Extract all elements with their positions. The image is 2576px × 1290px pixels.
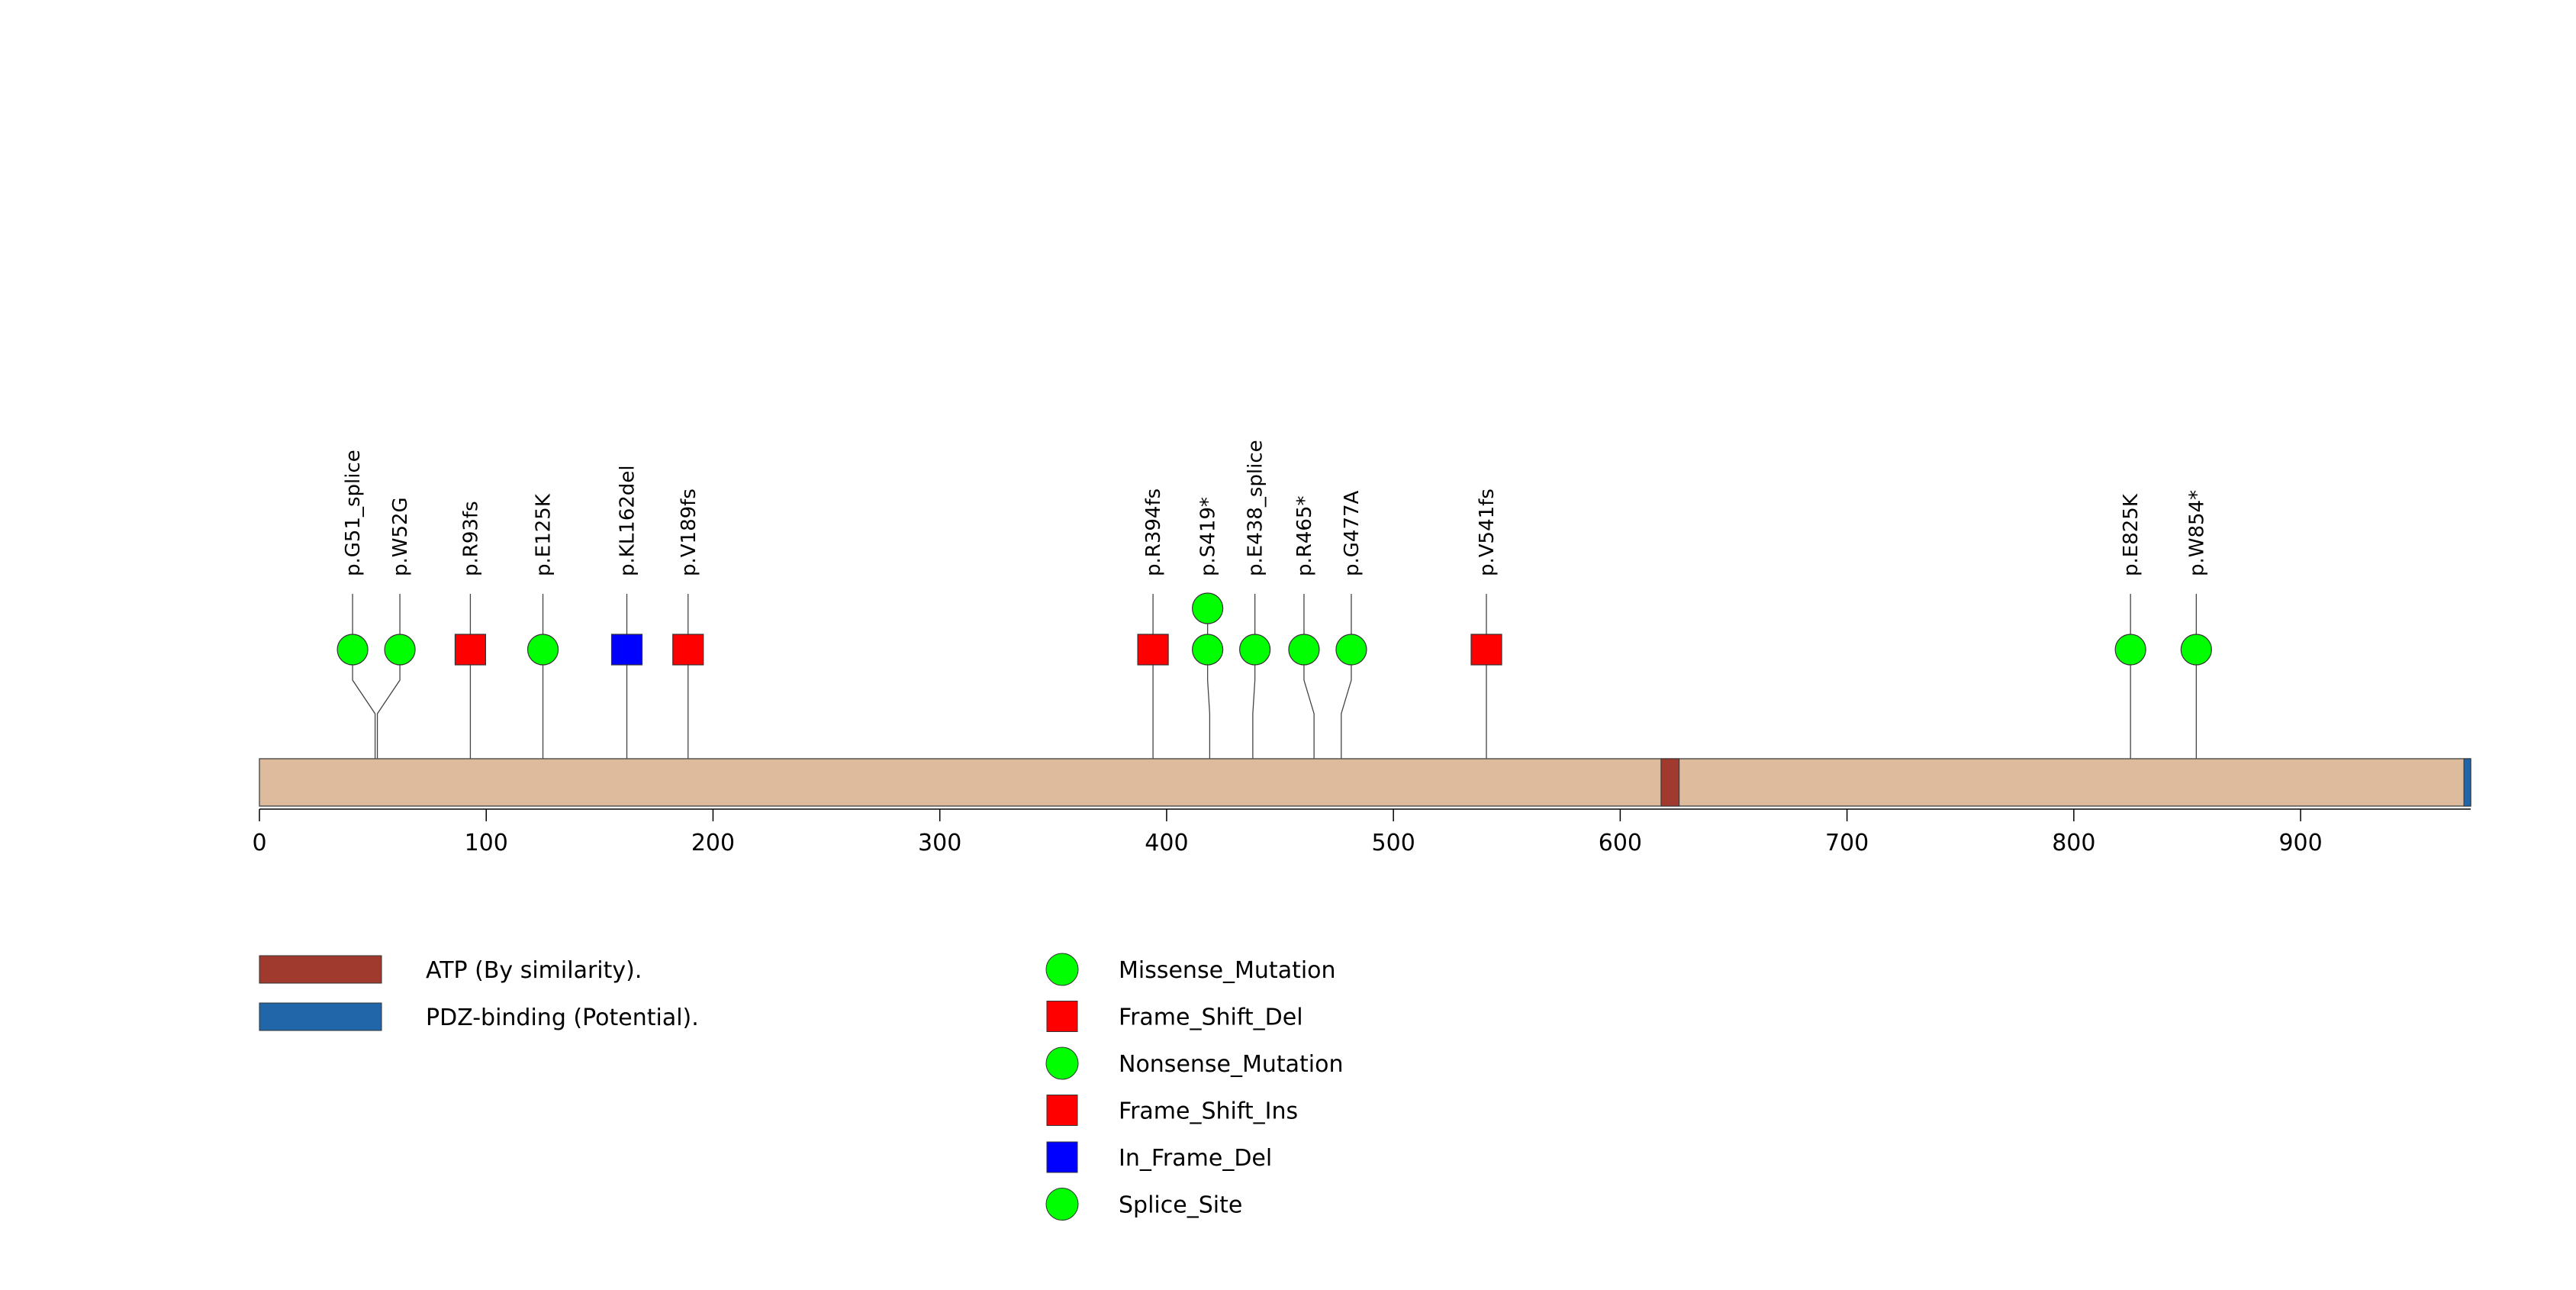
- legend-type-swatch: [1045, 953, 1079, 986]
- mutation-stems: [352, 594, 2198, 759]
- mutation-marker: [1335, 634, 1367, 666]
- mutation-label: p.R93fs: [459, 501, 482, 576]
- mutation-marker: [1192, 634, 1224, 666]
- legend-type-label: Nonsense_Mutation: [1119, 1051, 1344, 1078]
- legend-domain-label: PDZ-binding (Potential).: [426, 1005, 699, 1031]
- protein-bar: [259, 758, 2471, 807]
- legend-type-swatch: [1046, 1095, 1078, 1126]
- mutation-label: p.E825K: [2120, 493, 2143, 576]
- mutation-stem: [1341, 594, 1352, 759]
- mutation-label: p.E125K: [533, 493, 555, 576]
- mutation-marker: [454, 634, 487, 666]
- mutation-marker: [1470, 634, 1502, 666]
- mutation-marker: [336, 634, 369, 666]
- legend-type-label: Frame_Shift_Ins: [1119, 1098, 1298, 1125]
- legend-type-swatch: [1045, 1188, 1079, 1221]
- legend-type-label: In_Frame_Del: [1119, 1145, 1272, 1172]
- protein-track: [259, 758, 2471, 807]
- legend-domain-swatch: [259, 955, 382, 984]
- mutation-marker: [2180, 634, 2212, 666]
- mutation-stem: [352, 594, 376, 759]
- legend-type-swatch: [1045, 1047, 1079, 1080]
- mutation-stem: [376, 594, 401, 759]
- mutation-label: p.E438_splice: [1245, 440, 1267, 576]
- mutation-marker: [1288, 634, 1320, 666]
- legend-type-label: Missense_Mutation: [1119, 957, 1336, 984]
- mutation-label: p.W854*: [2185, 490, 2208, 576]
- mutation-marker: [384, 634, 416, 666]
- mutation-marker: [1239, 634, 1271, 666]
- domain-block: [1660, 758, 1680, 807]
- axis-tick-label: 200: [691, 830, 735, 856]
- axis-tick-label: 900: [2278, 830, 2322, 856]
- mutation-marker: [526, 634, 559, 666]
- axis-tick-label: 0: [252, 830, 266, 856]
- mutation-stem: [1303, 594, 1315, 759]
- mutation-label: p.R394fs: [1142, 489, 1165, 576]
- legend-type-swatch: [1046, 1001, 1078, 1032]
- mutation-marker: [1192, 592, 1224, 624]
- mutation-stem: [1252, 594, 1256, 759]
- axis-tick-label: 700: [1825, 830, 1869, 856]
- legend-type-label: Frame_Shift_Del: [1119, 1005, 1303, 1031]
- axis-tick-label: 600: [1599, 830, 1642, 856]
- legend-type-label: Splice_Site: [1119, 1192, 1242, 1219]
- mutation-label: p.S419*: [1197, 497, 1220, 576]
- mutation-label: p.G477A: [1341, 490, 1364, 576]
- axis-tick-label: 400: [1145, 830, 1188, 856]
- domain-block: [2463, 758, 2471, 807]
- legend-type-swatch: [1046, 1141, 1078, 1173]
- mutation-label: p.V541fs: [1476, 489, 1499, 576]
- mutation-marker: [2114, 634, 2146, 666]
- axis-tick-label: 800: [2052, 830, 2095, 856]
- position-axis: 0 100 200 300 400 500 600 700 800 900: [252, 808, 2471, 856]
- legend: ATP (By similarity). PDZ-binding (Potenti…: [259, 953, 1344, 1221]
- mutation-markers: [336, 592, 2212, 666]
- mutation-label: p.V189fs: [678, 489, 700, 576]
- mutation-label: p.G51_splice: [342, 450, 365, 576]
- mutation-label: p.R465*: [1293, 496, 1316, 576]
- legend-domain-swatch: [259, 1002, 382, 1031]
- mutation-label: p.KL162del: [617, 465, 639, 576]
- mutation-marker: [610, 634, 643, 666]
- mutation-marker: [1137, 634, 1169, 666]
- mutation-marker: [672, 634, 704, 666]
- legend-domain-label: ATP (By similarity).: [426, 957, 642, 984]
- axis-tick-label: 100: [465, 830, 508, 856]
- axis-tick-label: 300: [918, 830, 961, 856]
- mutation-labels: p.G51_splice p.W52G p.R93fs p.E125K p.KL162d…: [342, 440, 2208, 576]
- axis-tick-label: 500: [1372, 830, 1415, 856]
- mutation-label: p.W52G: [389, 497, 412, 576]
